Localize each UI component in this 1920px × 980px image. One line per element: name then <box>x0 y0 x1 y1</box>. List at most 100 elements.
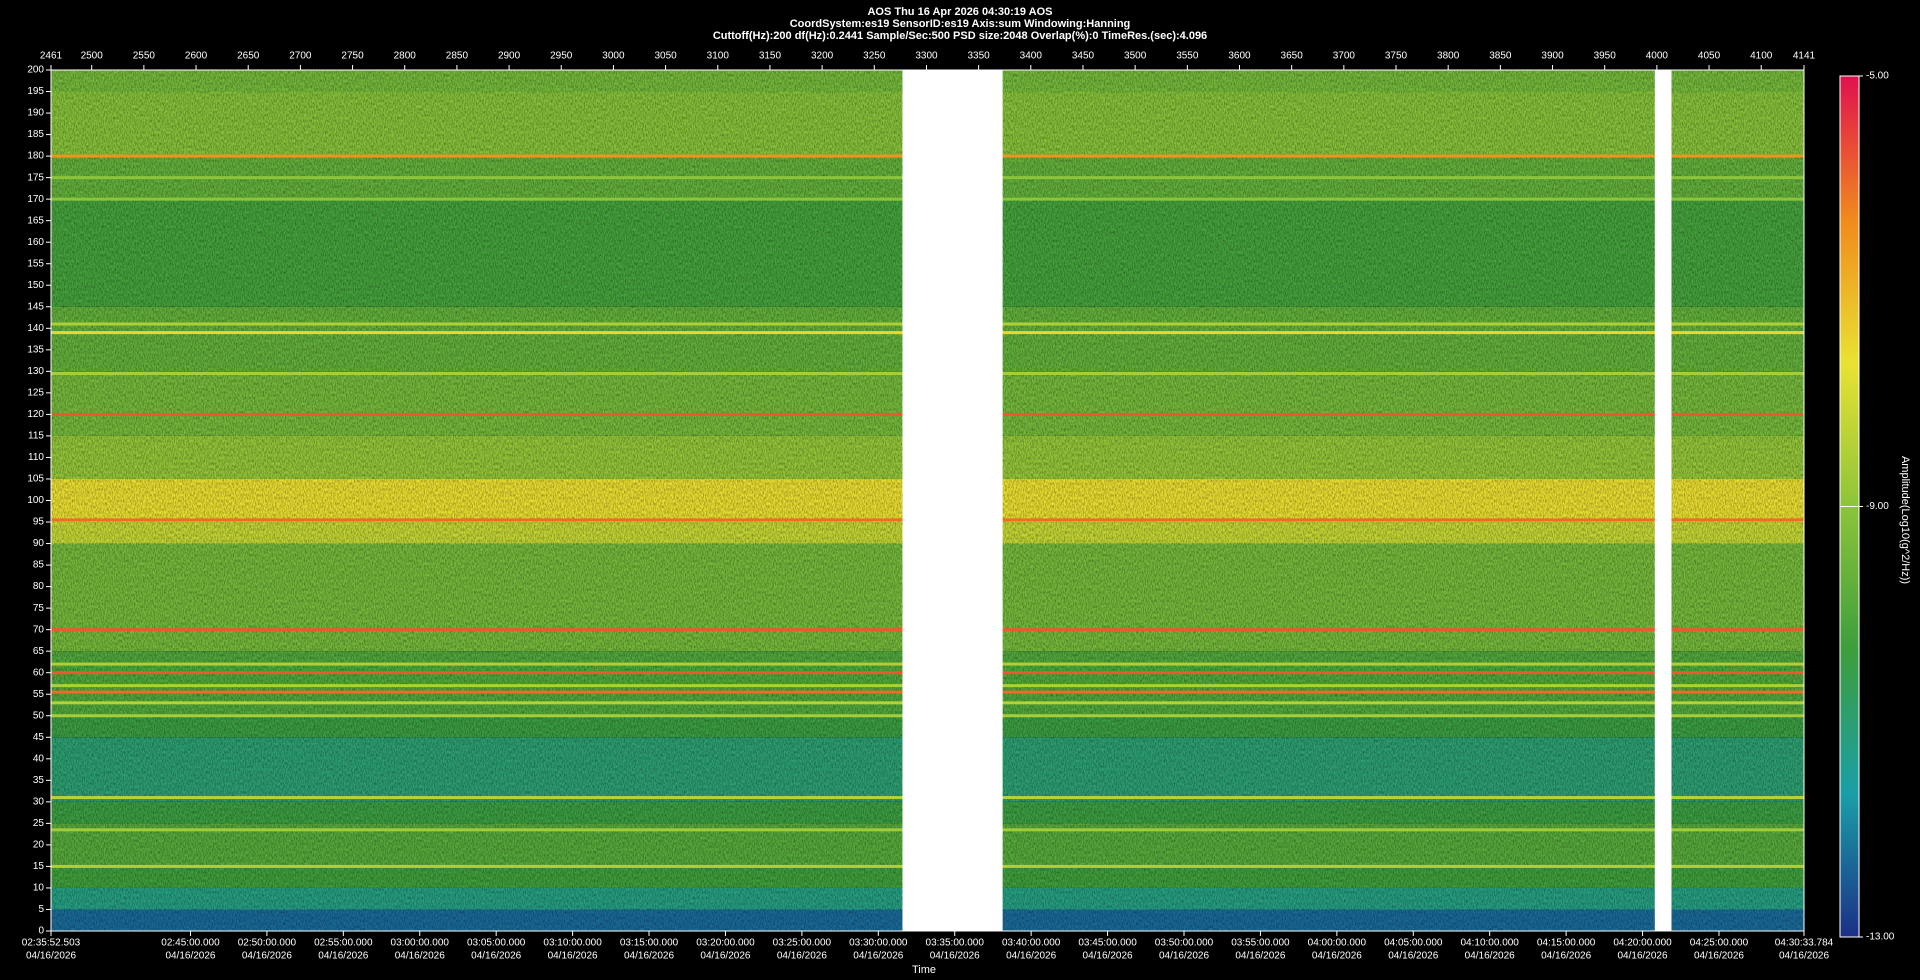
y-tick-label: 65 <box>33 646 45 657</box>
x2-tick-date: 04/16/2026 <box>471 951 521 962</box>
colorbar-tick-label: -5.00 <box>1866 71 1889 82</box>
y-tick-label: 195 <box>27 86 44 97</box>
data-gap <box>902 70 1003 931</box>
x2-tick-label: 03:30:00.000 <box>849 938 908 949</box>
y-tick-label: 160 <box>27 237 44 248</box>
x2-tick-date: 04/16/2026 <box>1159 951 1209 962</box>
x-tick-label: 2950 <box>550 51 573 62</box>
chart-title: AOS Thu 16 Apr 2026 04:30:19 AOS <box>867 6 1052 18</box>
x-tick-label: 2500 <box>81 51 104 62</box>
x2-tick-date: 04/16/2026 <box>1006 951 1056 962</box>
x2-tick-label: 02:55:00.000 <box>314 938 373 949</box>
y-tick-label: 0 <box>38 926 44 937</box>
x-tick-label: 3550 <box>1176 51 1199 62</box>
x2-tick-label: 03:05:00.000 <box>467 938 526 949</box>
x-tick-label: 4050 <box>1698 51 1721 62</box>
colorbar-label: Amplitude(Log10(g^2/Hz)) <box>1899 456 1911 584</box>
x2-tick-label: 04:20:00.000 <box>1613 938 1672 949</box>
x2-tick-label: 03:25:00.000 <box>773 938 832 949</box>
y-tick-label: 200 <box>27 65 44 76</box>
colorbar-tick-label: -9.00 <box>1866 501 1889 512</box>
x2-tick-date: 04/16/2026 <box>1388 951 1438 962</box>
x2-tick-date: 04/16/2026 <box>1235 951 1285 962</box>
x-tick-label: 3850 <box>1489 51 1512 62</box>
x-tick-label: 4000 <box>1646 51 1669 62</box>
x2-tick-label: 03:00:00.000 <box>391 938 450 949</box>
x-tick-label: 3150 <box>759 51 782 62</box>
x2-tick-date: 04/16/2026 <box>1541 951 1591 962</box>
x2-tick-label: 03:55:00.000 <box>1231 938 1290 949</box>
x-tick-label: 2550 <box>133 51 156 62</box>
x-tick-label: 2750 <box>341 51 364 62</box>
x2-tick-date: 04/16/2026 <box>930 951 980 962</box>
x2-tick-date: 04/16/2026 <box>1083 951 1133 962</box>
x-tick-label: 3100 <box>707 51 730 62</box>
y-tick-label: 70 <box>33 624 45 635</box>
y-tick-label: 180 <box>27 151 44 162</box>
x-tick-label: 2800 <box>394 51 417 62</box>
y-tick-label: 55 <box>33 689 45 700</box>
y-tick-label: 190 <box>27 108 44 119</box>
y-tick-label: 165 <box>27 215 44 226</box>
x-tick-label: 3000 <box>602 51 625 62</box>
x2-tick-label: 03:10:00.000 <box>543 938 602 949</box>
y-tick-label: 80 <box>33 581 45 592</box>
y-tick-label: 5 <box>38 904 44 915</box>
y-tick-label: 150 <box>27 280 44 291</box>
x2-tick-label: 03:15:00.000 <box>620 938 679 949</box>
y-tick-label: 185 <box>27 129 44 140</box>
x2-tick-label: 04:30:33.784 <box>1775 938 1834 949</box>
y-tick-label: 95 <box>33 517 45 528</box>
chart-subtitle: CoordSystem:es19 SensorID:es19 Axis:sum … <box>790 18 1131 30</box>
x-tick-label: 3200 <box>811 51 834 62</box>
y-tick-label: 105 <box>27 474 44 485</box>
x2-tick-label: 04:00:00.000 <box>1308 938 1367 949</box>
y-tick-label: 145 <box>27 301 44 312</box>
x-tick-label: 3500 <box>1124 51 1147 62</box>
y-tick-label: 10 <box>33 883 45 894</box>
y-tick-label: 155 <box>27 258 44 269</box>
x2-tick-label: 02:45:00.000 <box>161 938 220 949</box>
x-tick-label: 2700 <box>289 51 312 62</box>
x2-tick-date: 04/16/2026 <box>318 951 368 962</box>
x2-tick-date: 04/16/2026 <box>1465 951 1515 962</box>
x2-tick-label: 03:20:00.000 <box>696 938 755 949</box>
x-tick-label: 4100 <box>1750 51 1773 62</box>
x-tick-label: 2650 <box>237 51 260 62</box>
y-tick-label: 135 <box>27 344 44 355</box>
x2-tick-date: 04/16/2026 <box>700 951 750 962</box>
x-tick-label: 3050 <box>654 51 677 62</box>
x-tick-label: 3350 <box>968 51 991 62</box>
colorbar-tick-label: -13.00 <box>1866 932 1895 943</box>
x2-tick-date: 04/16/2026 <box>242 951 292 962</box>
y-tick-label: 85 <box>33 560 45 571</box>
x-tick-label: 2850 <box>446 51 469 62</box>
y-tick-label: 60 <box>33 667 45 678</box>
x-tick-label: 3400 <box>1020 51 1043 62</box>
y-tick-label: 175 <box>27 172 44 183</box>
x-tick-label: 3750 <box>1385 51 1408 62</box>
x2-tick-label: 04:05:00.000 <box>1384 938 1443 949</box>
x2-tick-label: 04:15:00.000 <box>1537 938 1596 949</box>
x-tick-label: 3700 <box>1333 51 1356 62</box>
x-tick-label: 3800 <box>1437 51 1460 62</box>
y-tick-label: 170 <box>27 194 44 205</box>
y-tick-label: 45 <box>33 732 45 743</box>
y-tick-label: 110 <box>28 452 44 463</box>
x2-tick-label: 04:10:00.000 <box>1460 938 1519 949</box>
x2-tick-label: 03:35:00.000 <box>926 938 985 949</box>
x2-tick-label: 02:50:00.000 <box>238 938 297 949</box>
x2-tick-date: 04/16/2026 <box>395 951 445 962</box>
y-tick-label: 90 <box>33 538 45 549</box>
x2-tick-date: 04/16/2026 <box>1779 951 1829 962</box>
x-tick-label: 3650 <box>1281 51 1304 62</box>
x2-tick-label: 03:40:00.000 <box>1002 938 1061 949</box>
y-tick-label: 100 <box>27 495 44 506</box>
x2-tick-label: 04:25:00.000 <box>1690 938 1749 949</box>
x2-tick-date: 04/16/2026 <box>1618 951 1668 962</box>
y-tick-label: 35 <box>33 775 45 786</box>
y-tick-label: 75 <box>33 603 45 614</box>
x2-tick-date: 04/16/2026 <box>624 951 674 962</box>
x2-tick-date: 04/16/2026 <box>853 951 903 962</box>
x2-tick-date: 04/16/2026 <box>26 951 76 962</box>
